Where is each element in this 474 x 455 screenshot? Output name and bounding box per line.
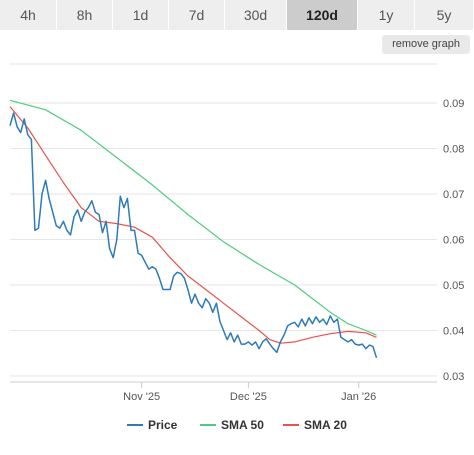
remove-graph-button[interactable]: remove graph (382, 35, 470, 54)
time-range-tabs: 4h 8h 1d 7d 30d 120d 1y 5y (0, 0, 474, 30)
y-tick-label: 0.06 (443, 235, 464, 247)
y-tick-label: 0.05 (443, 280, 464, 292)
legend-label-price: Price (148, 418, 178, 432)
legend-label-sma50: SMA 50 (221, 418, 264, 432)
y-tick-label: 0.04 (443, 326, 464, 338)
tab-5y[interactable]: 5y (415, 0, 474, 30)
y-tick-label: 0.08 (443, 144, 464, 156)
y-tick-label: 0.07 (443, 189, 464, 201)
y-tick-label: 0.03 (443, 371, 464, 383)
x-tick-label: Nov '25 (123, 391, 160, 403)
tab-1y[interactable]: 1y (358, 0, 415, 30)
legend: Price SMA 50 SMA 20 (127, 418, 347, 432)
series-line-price (9, 112, 378, 359)
y-tick-label: 0.09 (443, 98, 464, 110)
x-axis: Nov '25 Dec '25 Jan '26 (123, 382, 376, 403)
y-axis: 0.03 0.04 0.05 0.06 0.07 0.08 0.09 (443, 98, 464, 383)
x-tick-label: Jan '26 (341, 391, 376, 403)
legend-label-sma20: SMA 20 (304, 418, 347, 432)
grid-lines (10, 63, 437, 383)
series-line-sma50 (9, 99, 377, 336)
tab-4h[interactable]: 4h (0, 0, 57, 30)
tab-7d[interactable]: 7d (169, 0, 225, 30)
x-tick-label: Dec '25 (230, 391, 267, 403)
tab-120d[interactable]: 120d (287, 0, 358, 30)
series-lines (9, 99, 378, 359)
tab-30d[interactable]: 30d (225, 0, 287, 30)
tab-8h[interactable]: 8h (57, 0, 113, 30)
series-line-sma20 (9, 106, 377, 344)
tab-1d[interactable]: 1d (113, 0, 169, 30)
